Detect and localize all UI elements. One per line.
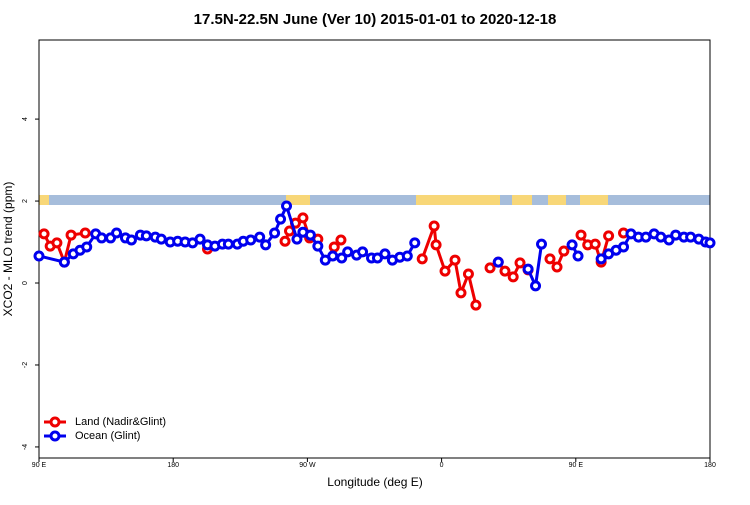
data-point xyxy=(96,232,108,244)
x-tick-label: 90 E xyxy=(32,462,47,469)
y-axis-label: XCO2 - MLO trend (ppm) xyxy=(1,182,15,317)
data-point xyxy=(470,299,482,311)
data-point xyxy=(269,227,281,239)
data-point xyxy=(514,257,526,269)
data-point xyxy=(499,265,511,277)
data-point xyxy=(379,248,391,260)
legend-marker xyxy=(49,416,61,428)
data-point xyxy=(589,238,601,250)
data-point xyxy=(327,250,339,262)
data-point xyxy=(194,233,206,245)
series-line xyxy=(44,218,623,305)
data-point xyxy=(281,200,293,212)
data-point xyxy=(484,262,496,274)
x-tick-label: 90 E xyxy=(569,462,584,469)
data-point xyxy=(439,265,451,277)
data-point xyxy=(704,237,716,249)
legend: Land (Nadir&Glint) Ocean (Glint) xyxy=(44,416,166,442)
plot-frame xyxy=(38,39,711,459)
ocean-strip xyxy=(39,195,710,205)
data-point xyxy=(279,235,291,247)
data-point xyxy=(357,246,369,258)
data-point xyxy=(449,254,461,266)
data-point xyxy=(111,227,123,239)
data-point xyxy=(58,256,70,268)
land-strip xyxy=(580,195,608,205)
data-point xyxy=(530,280,542,292)
data-point xyxy=(254,231,266,243)
y-tick-label: 2 xyxy=(22,199,29,203)
data-point xyxy=(409,237,421,249)
legend-label: Ocean (Glint) xyxy=(75,430,140,442)
data-point xyxy=(558,245,570,257)
data-point xyxy=(603,230,615,242)
land-strip xyxy=(512,195,532,205)
data-point xyxy=(79,227,91,239)
data-point xyxy=(566,239,578,251)
data-point xyxy=(544,253,556,265)
data-point xyxy=(65,229,77,241)
data-point xyxy=(312,240,324,252)
y-tick-label: 0 xyxy=(22,281,29,285)
land-strip xyxy=(286,195,310,205)
data-point xyxy=(51,237,63,249)
data-point xyxy=(33,250,45,262)
data-point xyxy=(297,212,309,224)
data-point xyxy=(462,268,474,280)
data-point xyxy=(342,246,354,258)
chart-title: 17.5N-22.5N June (Ver 10) 2015-01-01 to … xyxy=(194,11,557,28)
y-tick-label: -2 xyxy=(22,362,29,368)
land-strip xyxy=(39,195,49,205)
data-point xyxy=(430,239,442,251)
data-point xyxy=(275,213,287,225)
x-axis-label: Longitude (deg E) xyxy=(327,475,422,489)
x-tick-label: 180 xyxy=(167,462,179,469)
data-point xyxy=(291,233,303,245)
data-point xyxy=(492,256,504,268)
legend-label: Land (Nadir&Glint) xyxy=(75,416,166,428)
x-tick-label: 180 xyxy=(704,462,716,469)
y-tick-label: -4 xyxy=(22,444,29,450)
land-strip xyxy=(416,195,500,205)
data-point xyxy=(618,241,630,253)
data-point xyxy=(140,230,152,242)
data-point xyxy=(455,287,467,299)
land-ocean-strip xyxy=(39,195,710,205)
x-tick-label: 90 W xyxy=(299,462,316,469)
data-point xyxy=(155,233,167,245)
data-point xyxy=(336,252,348,264)
data-point xyxy=(335,234,347,246)
data-point xyxy=(81,241,93,253)
land-strip xyxy=(548,195,566,205)
x-tick-label: 0 xyxy=(440,462,444,469)
data-point xyxy=(663,234,675,246)
data-point xyxy=(595,253,607,265)
data-point xyxy=(304,229,316,241)
data-point xyxy=(507,271,519,283)
series-line xyxy=(38,201,711,292)
data-point xyxy=(38,228,50,240)
y-tick-label: 4 xyxy=(22,117,29,121)
legend-marker xyxy=(49,430,61,442)
data-point xyxy=(245,234,257,246)
data-point xyxy=(522,263,534,275)
data-point xyxy=(551,261,563,273)
data-point xyxy=(575,229,587,241)
data-point xyxy=(572,250,584,262)
data-point xyxy=(401,250,413,262)
data-point xyxy=(222,238,234,250)
data-point xyxy=(536,238,548,250)
data-point xyxy=(260,239,272,251)
data-point xyxy=(428,220,440,232)
data-point xyxy=(416,253,428,265)
data-point xyxy=(328,241,340,253)
data-point xyxy=(125,234,137,246)
